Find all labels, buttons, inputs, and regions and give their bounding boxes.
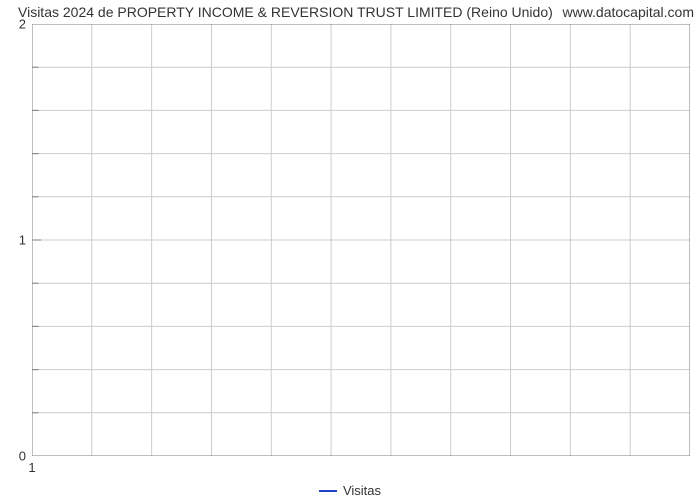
chart-title: Visitas 2024 de PROPERTY INCOME & REVERS… bbox=[18, 4, 553, 20]
chart-svg bbox=[32, 24, 690, 456]
y-tick-label: 1 bbox=[19, 233, 26, 248]
legend-swatch bbox=[319, 490, 337, 492]
chart-source: www.datocapital.com bbox=[562, 4, 694, 20]
legend-label: Visitas bbox=[343, 483, 381, 498]
plot-area: 0121 bbox=[32, 24, 690, 456]
legend: Visitas bbox=[0, 483, 700, 498]
y-tick-label: 0 bbox=[19, 449, 26, 464]
y-tick-label: 2 bbox=[19, 17, 26, 32]
chart-title-row: Visitas 2024 de PROPERTY INCOME & REVERS… bbox=[18, 4, 694, 20]
x-tick-label: 1 bbox=[28, 460, 35, 475]
